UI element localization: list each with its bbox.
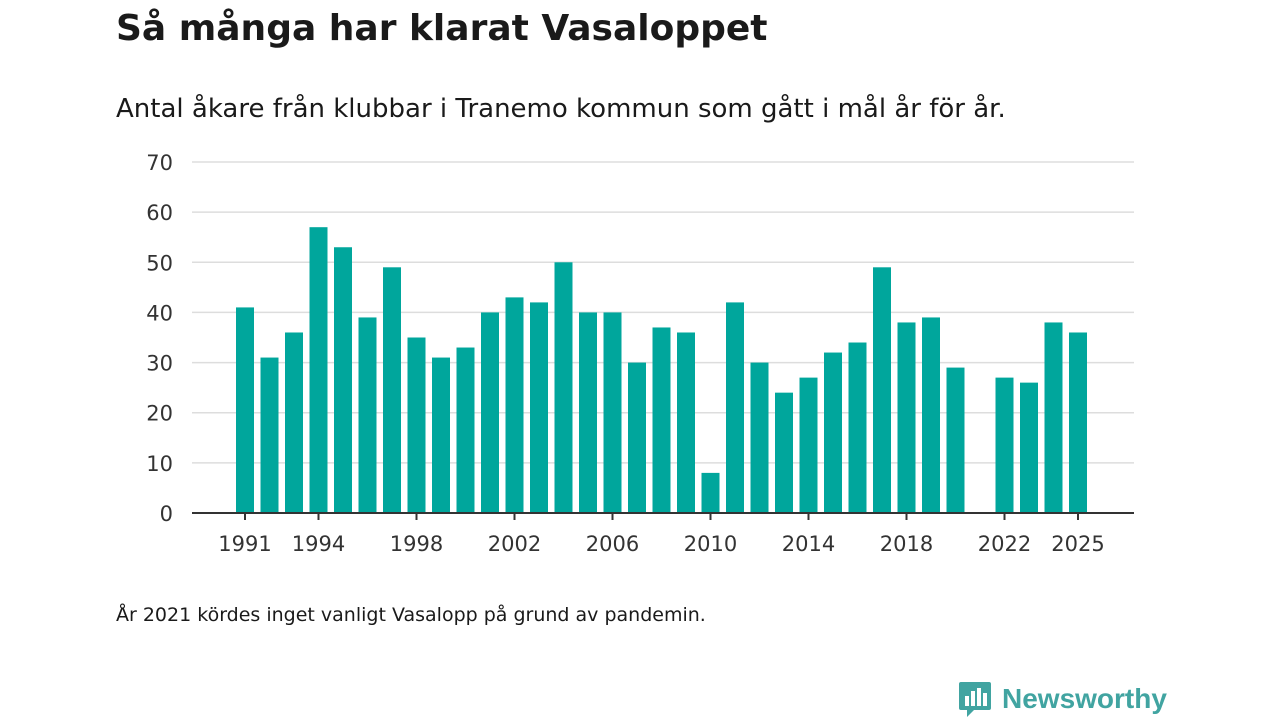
- x-tick-label: 2010: [684, 532, 737, 556]
- x-tick-label: 2018: [880, 532, 933, 556]
- x-tick-label: 1994: [292, 532, 345, 556]
- bar-chart: 0 10 20 30 40 50 60 70 1991 1994 1998 2002 2006 2010…: [146, 151, 1134, 556]
- bar-1994: [309, 227, 328, 513]
- bar-2009: [677, 332, 695, 513]
- newsworthy-logo-icon: [959, 682, 991, 717]
- bars: [236, 227, 1087, 513]
- bar-2006: [603, 312, 622, 513]
- x-tick-label: 2022: [978, 532, 1031, 556]
- bar-1992: [260, 357, 279, 513]
- bar-2017: [873, 267, 891, 513]
- bar-2008: [652, 327, 671, 513]
- bar-2012: [750, 362, 769, 513]
- bar-2022: [995, 377, 1014, 513]
- y-tick-label: 40: [146, 301, 173, 325]
- bar-2007: [628, 362, 646, 513]
- x-tick-label: 2002: [488, 532, 541, 556]
- y-tick-label: 60: [146, 201, 173, 225]
- y-tick-label: 10: [146, 452, 173, 476]
- bar-1999: [432, 357, 450, 513]
- bar-2004: [554, 262, 573, 513]
- bar-2019: [922, 317, 940, 513]
- bar-2018: [897, 322, 916, 513]
- bar-2005: [579, 312, 597, 513]
- bar-1997: [383, 267, 401, 513]
- x-tick-label: 1991: [218, 532, 271, 556]
- bar-2014: [799, 377, 818, 513]
- y-tick-label: 0: [160, 502, 173, 526]
- newsworthy-logo[interactable]: Newsworthy: [958, 680, 1167, 718]
- y-axis-ticks: 0 10 20 30 40 50 60 70: [146, 151, 173, 526]
- bar-2013: [775, 392, 793, 513]
- y-tick-label: 20: [146, 402, 173, 426]
- bar-1996: [358, 317, 377, 513]
- bar-2023: [1020, 382, 1038, 513]
- bar-2003: [530, 302, 548, 513]
- bar-2001: [481, 312, 499, 513]
- bar-1998: [407, 337, 426, 513]
- bar-2024: [1044, 322, 1063, 513]
- bar-2015: [824, 352, 842, 513]
- bar-1995: [334, 247, 352, 513]
- x-tick-label: 2014: [782, 532, 835, 556]
- x-tick-label: 2025: [1051, 532, 1104, 556]
- x-tick-label: 2006: [586, 532, 639, 556]
- bar-2020: [946, 367, 965, 513]
- bar-2025: [1069, 332, 1087, 513]
- bar-2010: [701, 472, 720, 513]
- y-tick-label: 30: [146, 352, 173, 376]
- bar-2000: [456, 347, 475, 513]
- footnote: År 2021 kördes inget vanligt Vasalopp på…: [116, 604, 706, 626]
- newsworthy-logo-text: Newsworthy: [1002, 683, 1167, 714]
- y-tick-label: 50: [146, 251, 173, 275]
- y-tick-label: 70: [146, 151, 173, 175]
- bar-1993: [285, 332, 303, 513]
- bar-2011: [726, 302, 744, 513]
- bar-1991: [236, 307, 254, 513]
- bar-2002: [505, 297, 524, 513]
- chart-subtitle: Antal åkare från klubbar i Tranemo kommu…: [116, 94, 1006, 124]
- x-tick-label: 1998: [390, 532, 443, 556]
- bar-2016: [848, 342, 867, 513]
- x-axis-ticks: 1991 1994 1998 2002 2006 2010 2014 2018 2022 2025: [218, 513, 1105, 556]
- chart-title: Så många har klarat Vasaloppet: [116, 8, 768, 49]
